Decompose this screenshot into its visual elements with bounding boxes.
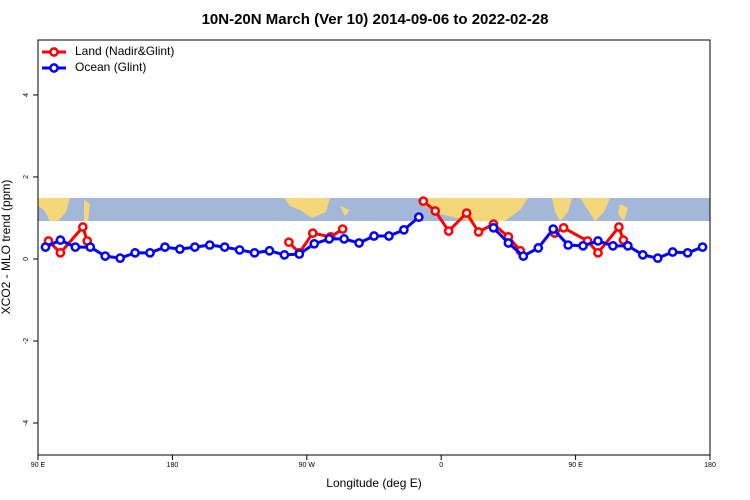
- land-patch: [340, 206, 350, 216]
- data-point: [55, 247, 66, 258]
- legend-marker: [49, 63, 59, 73]
- y-tick-label: 0: [23, 257, 30, 261]
- data-point: [85, 242, 96, 252]
- data-point: [307, 228, 318, 238]
- data-point: [279, 250, 290, 260]
- legend-marker: [49, 47, 59, 57]
- legend-label: Land (Nadir&Glint): [75, 44, 174, 58]
- data-point: [100, 251, 111, 261]
- x-tick-label: 180: [704, 462, 716, 469]
- x-tick-label: 90 W: [299, 462, 316, 469]
- data-point: [234, 245, 245, 255]
- data-point: [518, 251, 529, 261]
- data-point: [175, 244, 185, 254]
- ocean-band: [38, 198, 710, 221]
- data-point: [593, 247, 603, 258]
- land-patch: [420, 198, 528, 221]
- data-point: [503, 238, 514, 248]
- x-tick-label: 0: [439, 462, 443, 469]
- data-point: [614, 222, 624, 232]
- y-tick-label: -4: [23, 420, 30, 426]
- data-point: [623, 241, 633, 251]
- data-point: [130, 247, 140, 258]
- data-point: [593, 236, 603, 246]
- data-point: [337, 224, 348, 234]
- data-point: [418, 196, 429, 207]
- data-point: [354, 238, 364, 248]
- data-point: [55, 235, 66, 245]
- data-point: [249, 247, 260, 258]
- data-point: [160, 242, 170, 252]
- land-patch: [84, 200, 90, 221]
- data-point: [443, 226, 454, 236]
- land-patch: [284, 198, 330, 218]
- land-patch: [38, 198, 70, 221]
- data-point: [70, 242, 81, 252]
- data-point: [369, 231, 379, 241]
- data-point: [682, 247, 693, 258]
- data-point: [384, 231, 394, 241]
- x-axis-label: Longitude (deg E): [326, 476, 421, 490]
- data-point: [339, 234, 349, 244]
- data-point: [697, 242, 708, 252]
- data-point: [77, 222, 88, 232]
- data-point: [294, 249, 305, 259]
- data-point: [324, 234, 335, 244]
- data-point: [115, 253, 125, 264]
- data-point: [488, 222, 499, 233]
- map-strip: [38, 198, 710, 221]
- data-point: [637, 250, 648, 260]
- data-point: [204, 240, 215, 250]
- data-point: [284, 237, 294, 248]
- data-point: [40, 242, 51, 252]
- data-point: [473, 227, 484, 237]
- data-point: [558, 222, 569, 233]
- y-tick-label: -2: [23, 338, 30, 344]
- data-point: [399, 225, 409, 235]
- y-tick-label: 2: [23, 175, 30, 179]
- data-point: [667, 247, 678, 257]
- data-point: [264, 245, 275, 256]
- data-point: [563, 240, 573, 250]
- data-point: [189, 242, 200, 252]
- data-point: [548, 224, 559, 234]
- land-patch: [552, 198, 572, 221]
- data-point: [608, 241, 618, 251]
- data-point: [430, 206, 441, 216]
- data-point: [578, 241, 588, 251]
- data-point: [413, 212, 424, 223]
- x-tick-label: 90 E: [568, 462, 583, 469]
- data-point: [219, 242, 230, 252]
- data-point: [309, 238, 320, 249]
- y-axis-label: XCO2 - MLO trend (ppm): [0, 180, 13, 315]
- data-point: [145, 247, 155, 258]
- land-patch: [580, 198, 610, 221]
- x-tick-label: 90 E: [31, 462, 46, 469]
- land-patch: [618, 204, 628, 221]
- x-tick-label: 180: [167, 462, 179, 469]
- chart-title: 10N-20N March (Ver 10) 2014-09-06 to 202…: [202, 11, 549, 28]
- data-point: [461, 208, 472, 218]
- data-point: [533, 243, 544, 253]
- y-tick-label: 4: [23, 93, 30, 97]
- data-point: [652, 253, 663, 264]
- plot-frame: [37, 39, 711, 456]
- legend-label: Ocean (Glint): [75, 60, 146, 74]
